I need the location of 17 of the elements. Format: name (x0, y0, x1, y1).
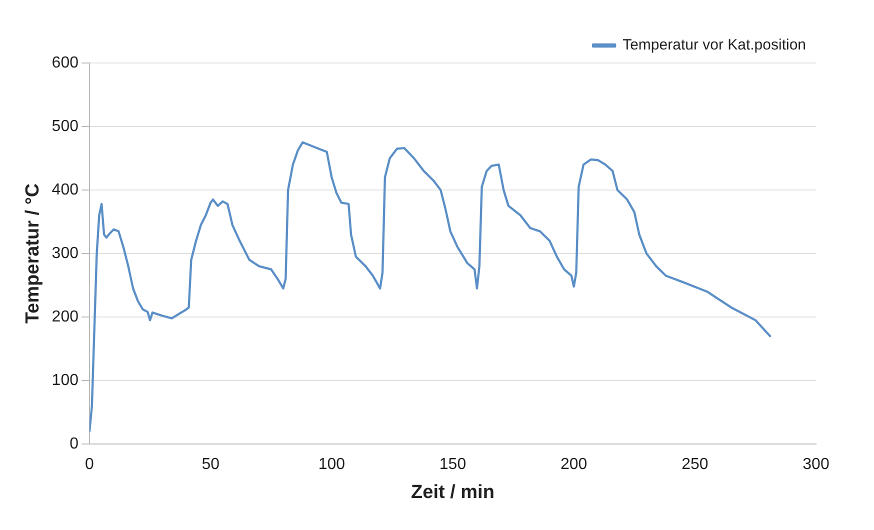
x-tick-label: 0 (85, 456, 94, 474)
x-tick-label: 50 (202, 456, 220, 474)
x-tick-label: 300 (802, 456, 830, 474)
x-axis-title: Zeit / min (411, 482, 494, 503)
legend-label: Temperatur vor Kat.position (622, 36, 806, 54)
x-tick-label: 100 (318, 456, 346, 474)
x-tick-label: 150 (439, 456, 466, 474)
y-tick-label: 0 (70, 435, 79, 452)
y-tick-label: 500 (52, 118, 79, 135)
x-tick-label: 250 (682, 456, 708, 474)
y-tick-label: 300 (52, 244, 79, 262)
y-tick-label: 600 (52, 54, 79, 72)
y-tick-label: 200 (52, 308, 79, 326)
y-tick-label: 400 (52, 181, 79, 198)
y-tick-label: 100 (52, 372, 79, 389)
x-tick-label: 200 (560, 456, 588, 474)
y-axis-title: Temperatur / °C (22, 183, 44, 324)
